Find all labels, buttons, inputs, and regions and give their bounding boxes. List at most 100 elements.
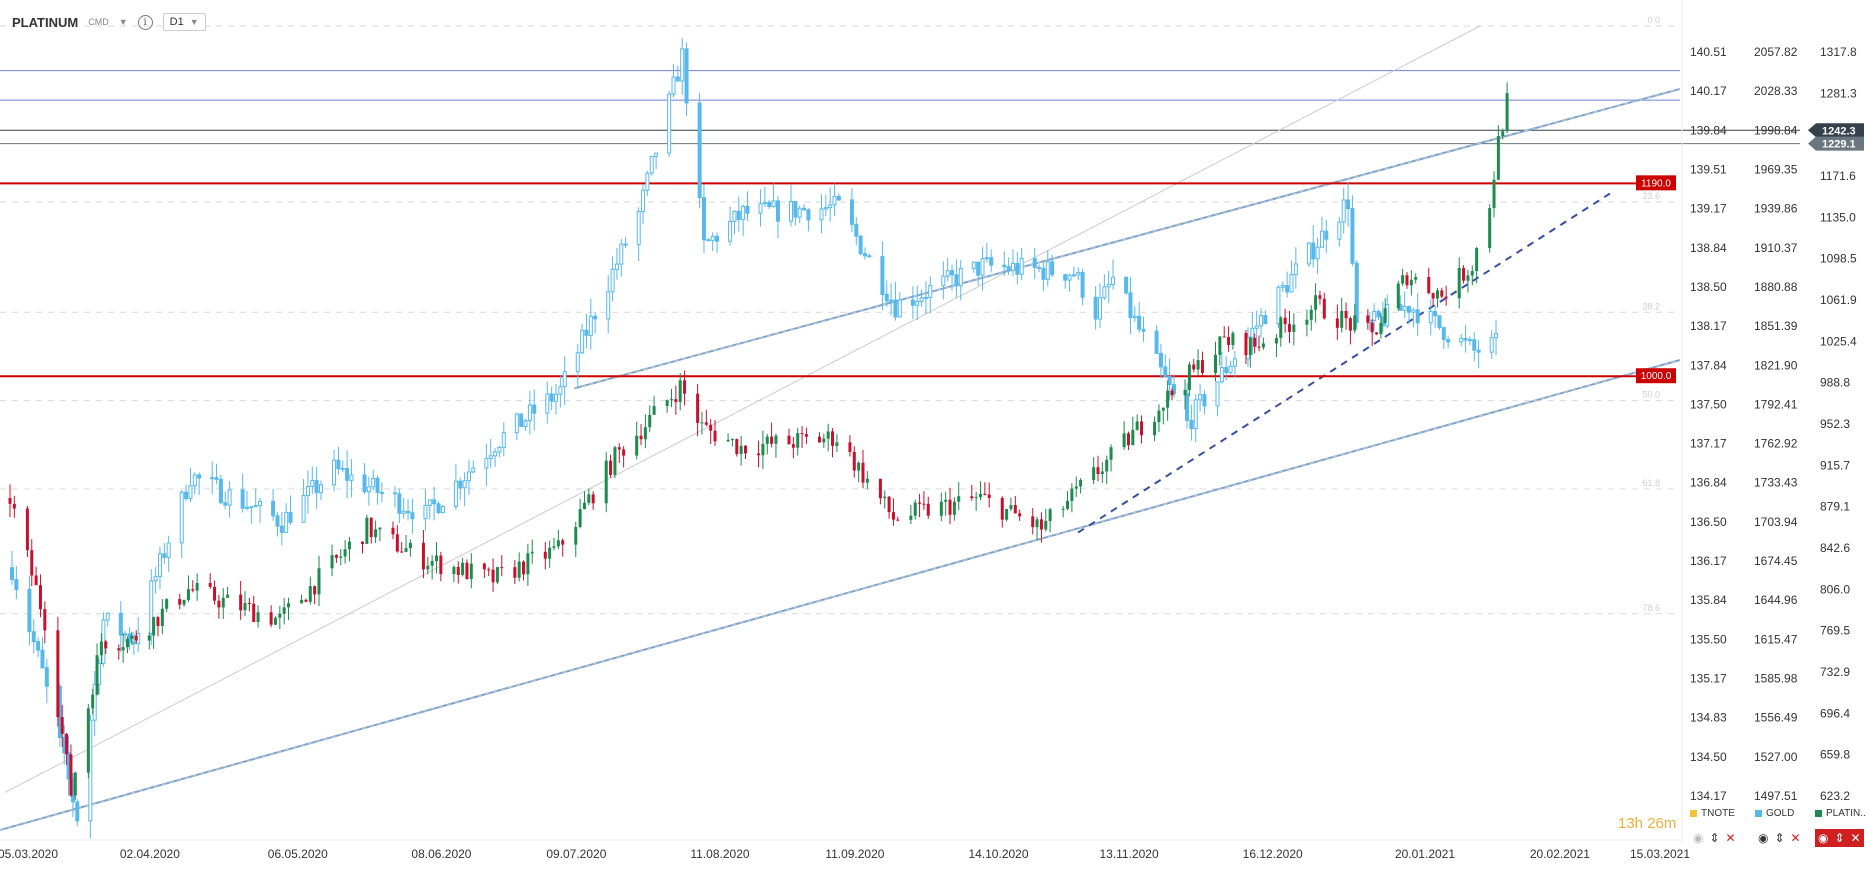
platinum-candle: [243, 602, 247, 611]
gold-candle: [210, 477, 215, 480]
gold-candle: [545, 393, 550, 414]
gold-candle: [123, 633, 128, 636]
platinum-candle: [543, 551, 547, 559]
platinum-candle: [1496, 136, 1500, 180]
platinum-candle: [60, 717, 64, 734]
gold-candle: [762, 201, 767, 205]
platinum-candle: [713, 430, 717, 442]
platinum-candle: [978, 493, 982, 498]
platinum-axis-tick: 879.1: [1820, 500, 1850, 514]
gold-candle: [1010, 262, 1015, 272]
close-icon[interactable]: ✕: [1725, 831, 1736, 845]
x-axis-tick: 08.06.2020: [411, 847, 471, 861]
platinum-candle: [1435, 290, 1439, 299]
legend-item-tnote[interactable]: TNOTE ◉ ⇕ ✕: [1690, 808, 1750, 858]
platinum-candle: [674, 399, 678, 402]
platinum-candle: [1214, 354, 1218, 373]
eye-icon[interactable]: ◉: [1818, 831, 1829, 845]
platinum-candle: [522, 561, 526, 575]
platinum-candle: [848, 442, 852, 452]
platinum-candle: [926, 503, 930, 516]
platinum-candle: [878, 478, 882, 499]
gold-candle: [958, 267, 963, 287]
platinum-candle: [1405, 275, 1409, 286]
platinum-candle: [208, 582, 212, 587]
gold-candle: [1106, 283, 1111, 288]
gold-candle: [923, 296, 928, 299]
tnote-axis-tick: 134.17: [1690, 789, 1727, 803]
gold-candle: [340, 467, 345, 470]
gold-candle: [406, 510, 411, 514]
gold-candle: [575, 352, 580, 373]
gold-axis-tick: 1821.90: [1754, 358, 1798, 372]
eye-icon[interactable]: ◉: [1758, 831, 1769, 845]
x-axis-tick: 20.01.2021: [1395, 847, 1455, 861]
tnote-axis-tick: 138.84: [1690, 241, 1727, 255]
trendline-overlay: [573, 88, 1681, 389]
gold-candle: [1459, 337, 1464, 343]
chevron-down-icon[interactable]: ▼: [118, 17, 128, 27]
gold-axis-tick: 1733.43: [1754, 476, 1798, 490]
gold-candle: [284, 511, 289, 533]
platinum-candle: [426, 565, 430, 570]
platinum-candle: [648, 414, 652, 428]
fib-level-label: 61.8: [1642, 478, 1660, 488]
gold-candle: [1193, 399, 1198, 430]
gold-candle: [745, 205, 750, 214]
platinum-candle: [1135, 421, 1139, 430]
platinum-candle: [495, 567, 499, 583]
platinum-candle: [730, 439, 734, 441]
gold-candle: [1433, 310, 1438, 317]
candle-countdown-timer: 13h 26m: [1618, 815, 1677, 832]
tnote-axis-tick: 135.84: [1690, 593, 1727, 607]
gold-candle: [488, 455, 493, 459]
eye-icon[interactable]: ◉: [1693, 831, 1704, 845]
platinum-candle: [256, 612, 260, 623]
gold-candle: [1324, 230, 1329, 240]
gold-candle: [580, 329, 585, 354]
platinum-candle: [304, 599, 308, 602]
gold-candle: [610, 268, 615, 293]
reorder-icon[interactable]: ⇕: [1709, 831, 1720, 845]
platinum-axis-tick: 988.8: [1820, 376, 1850, 390]
legend-item-platinum[interactable]: PLATIN.. ◉ ⇕ ✕: [1815, 808, 1866, 858]
platinum-candle: [582, 502, 586, 510]
platinum-candle: [826, 431, 830, 439]
gold-candle: [910, 299, 915, 306]
platinum-candle: [38, 585, 42, 610]
timeframe-select[interactable]: D1 ▼: [162, 13, 206, 31]
gold-candle: [410, 512, 415, 520]
legend-item-gold[interactable]: GOLD ◉ ⇕ ✕: [1755, 808, 1815, 858]
platinum-candle: [1440, 290, 1444, 297]
gold-axis-tick: 1644.96: [1754, 593, 1798, 607]
gold-candle: [984, 257, 989, 260]
fib-level-label: 78.6: [1642, 603, 1660, 613]
platinum-candle: [1340, 310, 1344, 328]
gold-candle: [554, 393, 558, 402]
x-axis-tick: 02.04.2020: [120, 847, 180, 861]
close-icon[interactable]: ✕: [1850, 831, 1861, 845]
platinum-candle: [1218, 336, 1222, 355]
gold-candle: [1259, 315, 1264, 327]
instrument-symbol[interactable]: PLATINUM: [12, 14, 79, 30]
close-icon[interactable]: ✕: [1790, 831, 1801, 845]
gold-candle: [310, 479, 315, 488]
gold-candle: [1476, 349, 1481, 353]
platinum-candle: [134, 635, 138, 641]
platinum-candle: [1092, 467, 1096, 481]
price-badge: [1808, 123, 1864, 138]
platinum-candle: [217, 600, 221, 608]
platinum-candle: [86, 708, 90, 773]
platinum-candle: [556, 540, 560, 547]
gold-candle: [44, 667, 49, 687]
reorder-icon[interactable]: ⇕: [1834, 831, 1845, 845]
info-icon[interactable]: i: [137, 14, 153, 30]
gold-axis-tick: 1703.94: [1754, 515, 1798, 529]
platinum-candle: [1200, 360, 1204, 373]
gold-candle: [305, 486, 310, 496]
reorder-icon[interactable]: ⇕: [1774, 831, 1785, 845]
platinum-candle: [12, 503, 16, 509]
platinum-candle: [743, 445, 747, 454]
